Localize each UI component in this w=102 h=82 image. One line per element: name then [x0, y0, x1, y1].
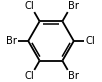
Text: Cl: Cl	[85, 36, 95, 46]
Text: Cl: Cl	[24, 71, 34, 81]
Text: Br: Br	[6, 36, 17, 46]
Text: Br: Br	[68, 1, 79, 11]
Text: Br: Br	[68, 71, 79, 81]
Text: Cl: Cl	[24, 1, 34, 11]
